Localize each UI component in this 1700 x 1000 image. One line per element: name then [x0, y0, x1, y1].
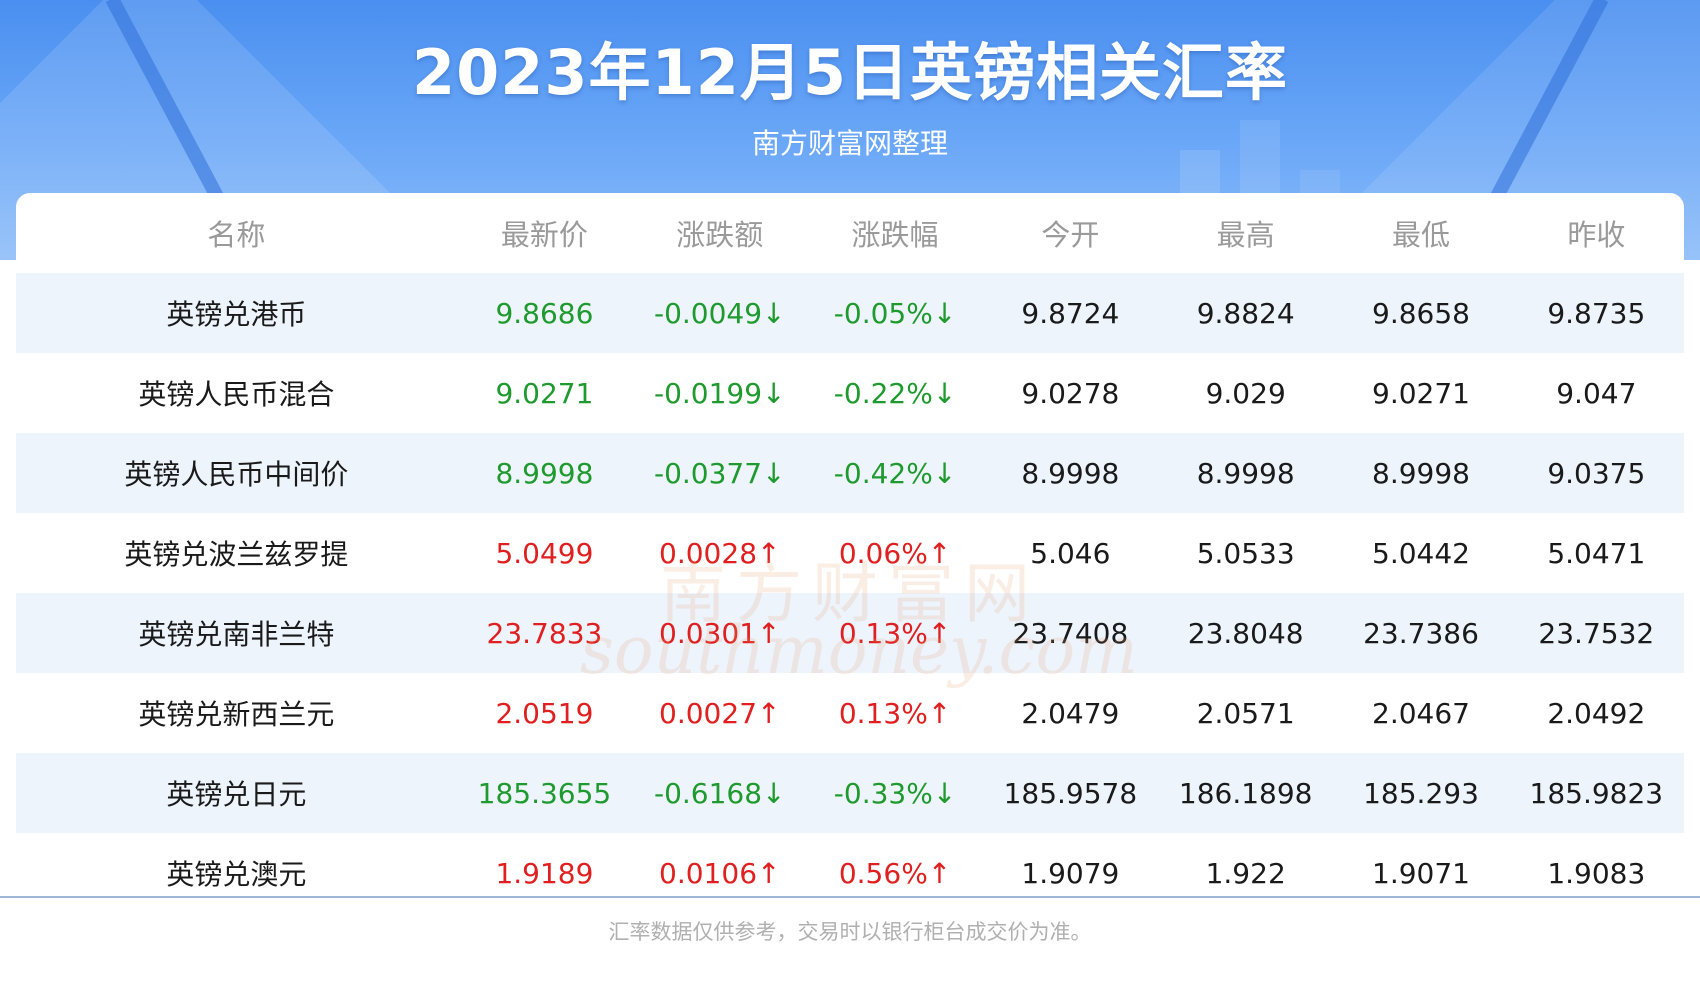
cell-name: 英镑人民币中间价	[16, 433, 457, 513]
divider	[0, 896, 1700, 898]
column-header-change-pct: 涨跌幅	[851, 218, 939, 252]
cell-open: 8.9998	[982, 433, 1159, 513]
cell-low: 2.0467	[1333, 673, 1509, 753]
cell-open: 1.9079	[982, 833, 1159, 913]
cell-prev-close: 5.0471	[1508, 513, 1684, 593]
cell-high: 23.8048	[1158, 593, 1334, 673]
cell-low: 8.9998	[1333, 433, 1509, 513]
cell-change: 0.0106↑	[632, 833, 808, 913]
table-row: 英镑人民币混合 9.0271 -0.0199↓ -0.22%↓ 9.0278 9…	[16, 353, 1684, 433]
table-row: 英镑兑波兰兹罗提 5.0499 0.0028↑ 0.06%↑ 5.046 5.0…	[16, 513, 1684, 593]
cell-change-pct: -0.05%↓	[807, 273, 983, 353]
cell-prev-close: 9.0375	[1508, 433, 1684, 513]
cell-prev-close: 1.9083	[1508, 833, 1684, 913]
cell-change: -0.0199↓	[632, 353, 808, 433]
table-row: 英镑兑澳元 1.9189 0.0106↑ 0.56%↑ 1.9079 1.922…	[16, 833, 1684, 913]
cell-change: -0.0049↓	[632, 273, 808, 353]
cell-high: 5.0533	[1158, 513, 1334, 593]
cell-prev-close: 185.9823	[1508, 753, 1684, 833]
cell-high: 9.8824	[1158, 273, 1334, 353]
cell-high: 8.9998	[1158, 433, 1334, 513]
cell-open: 2.0479	[982, 673, 1159, 753]
cell-latest: 9.8686	[456, 273, 633, 353]
column-header-low: 最低	[1391, 218, 1450, 252]
cell-latest: 23.7833	[456, 593, 633, 673]
cell-open: 185.9578	[982, 753, 1159, 833]
cell-open: 5.046	[982, 513, 1159, 593]
cell-prev-close: 9.8735	[1508, 273, 1684, 353]
column-header-open: 今开	[1041, 218, 1100, 252]
cell-change-pct: 0.06%↑	[807, 513, 983, 593]
cell-change-pct: 0.56%↑	[807, 833, 983, 913]
cell-name: 英镑兑港币	[16, 273, 457, 353]
column-header-latest: 最新价	[500, 218, 588, 252]
cell-latest: 1.9189	[456, 833, 633, 913]
cell-latest: 8.9998	[456, 433, 633, 513]
cell-latest: 185.3655	[456, 753, 633, 833]
cell-change-pct: -0.33%↓	[807, 753, 983, 833]
cell-change-pct: 0.13%↑	[807, 593, 983, 673]
cell-open: 23.7408	[982, 593, 1159, 673]
cell-open: 9.0278	[982, 353, 1159, 433]
cell-high: 2.0571	[1158, 673, 1334, 753]
cell-latest: 2.0519	[456, 673, 633, 753]
cell-low: 5.0442	[1333, 513, 1509, 593]
cell-low: 23.7386	[1333, 593, 1509, 673]
cell-change-pct: -0.22%↓	[807, 353, 983, 433]
cell-change: -0.0377↓	[632, 433, 808, 513]
table-row: 英镑兑日元 185.3655 -0.6168↓ -0.33%↓ 185.9578…	[16, 753, 1684, 833]
cell-change-pct: 0.13%↑	[807, 673, 983, 753]
cell-change: 0.0028↑	[632, 513, 808, 593]
table-header-row: 名称 最新价 涨跌额 涨跌幅 今开 最高 最低 昨收	[16, 193, 1684, 273]
cell-name: 英镑兑日元	[16, 753, 457, 833]
cell-change-pct: -0.42%↓	[807, 433, 983, 513]
column-header-high: 最高	[1216, 218, 1275, 252]
cell-low: 185.293	[1333, 753, 1509, 833]
table-row: 英镑人民币中间价 8.9998 -0.0377↓ -0.42%↓ 8.9998 …	[16, 433, 1684, 513]
page-title: 2023年12月5日英镑相关汇率	[412, 36, 1288, 109]
cell-low: 9.8658	[1333, 273, 1509, 353]
cell-prev-close: 9.047	[1508, 353, 1684, 433]
cell-name: 英镑人民币混合	[16, 353, 457, 433]
cell-low: 9.0271	[1333, 353, 1509, 433]
cell-high: 1.922	[1158, 833, 1334, 913]
column-header-prev-close: 昨收	[1567, 218, 1626, 252]
cell-name: 英镑兑新西兰元	[16, 673, 457, 753]
cell-change: 0.0301↑	[632, 593, 808, 673]
exchange-rate-table: 名称 最新价 涨跌额 涨跌幅 今开 最高 最低 昨收 英镑兑港币 9.8686 …	[16, 193, 1684, 913]
table-row: 英镑兑新西兰元 2.0519 0.0027↑ 0.13%↑ 2.0479 2.0…	[16, 673, 1684, 753]
column-header-name: 名称	[207, 218, 266, 252]
cell-latest: 9.0271	[456, 353, 633, 433]
cell-change: -0.6168↓	[632, 753, 808, 833]
table-row: 英镑兑港币 9.8686 -0.0049↓ -0.05%↓ 9.8724 9.8…	[16, 273, 1684, 353]
disclaimer-text: 汇率数据仅供参考，交易时以银行柜台成交价为准。	[608, 920, 1092, 944]
cell-high: 186.1898	[1158, 753, 1334, 833]
cell-low: 1.9071	[1333, 833, 1509, 913]
cell-prev-close: 23.7532	[1508, 593, 1684, 673]
cell-high: 9.029	[1158, 353, 1334, 433]
table-row: 英镑兑南非兰特 23.7833 0.0301↑ 0.13%↑ 23.7408 2…	[16, 593, 1684, 673]
cell-prev-close: 2.0492	[1508, 673, 1684, 753]
cell-name: 英镑兑澳元	[16, 833, 457, 913]
page-subtitle: 南方财富网整理	[751, 127, 948, 160]
column-header-change: 涨跌额	[676, 218, 764, 252]
cell-change: 0.0027↑	[632, 673, 808, 753]
cell-open: 9.8724	[982, 273, 1159, 353]
cell-name: 英镑兑南非兰特	[16, 593, 457, 673]
cell-name: 英镑兑波兰兹罗提	[16, 513, 457, 593]
cell-latest: 5.0499	[456, 513, 633, 593]
